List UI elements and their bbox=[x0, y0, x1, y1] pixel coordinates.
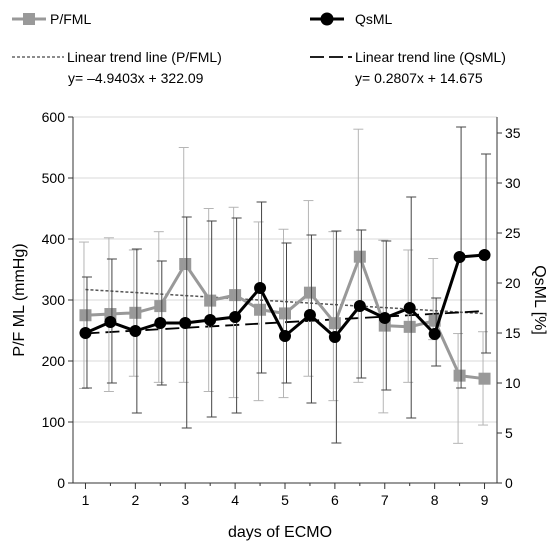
data-point-pf bbox=[478, 372, 491, 385]
data-point-qs bbox=[303, 309, 316, 321]
data-point-qs bbox=[204, 314, 217, 326]
data-point-qs bbox=[229, 311, 242, 323]
y-right-tick-label: 30 bbox=[505, 175, 521, 191]
y-left-tick-label: 0 bbox=[57, 475, 65, 491]
x-tick-label: 6 bbox=[331, 492, 339, 508]
data-point-pf bbox=[154, 300, 167, 313]
series-pf bbox=[78, 128, 491, 444]
data-point-qs bbox=[378, 312, 391, 324]
x-tick-label: 5 bbox=[281, 492, 289, 508]
data-point-pf bbox=[453, 369, 466, 382]
data-point-pf bbox=[79, 309, 92, 322]
x-tick-label: 8 bbox=[431, 492, 439, 508]
y-right-tick-label: 15 bbox=[505, 325, 521, 341]
data-point-pf bbox=[328, 317, 341, 330]
grid bbox=[73, 116, 497, 423]
data-point-qs bbox=[154, 317, 167, 329]
y-right-tick-label: 10 bbox=[505, 375, 521, 391]
data-point-pf bbox=[403, 320, 416, 333]
y-left-tick-label: 500 bbox=[42, 170, 66, 186]
legend-pf-marker bbox=[23, 13, 35, 25]
legend-qs-trend-label: Linear trend line (QsML) bbox=[355, 49, 506, 65]
legend-pf-trend-label: Linear trend line (P/FML) bbox=[67, 49, 222, 65]
data-point-qs bbox=[179, 317, 192, 329]
data-point-pf bbox=[303, 286, 316, 299]
data-point-pf bbox=[229, 289, 242, 302]
data-point-pf bbox=[204, 294, 217, 307]
data-point-qs bbox=[428, 328, 441, 340]
y-right-tick-label: 5 bbox=[505, 425, 513, 441]
data-point-qs bbox=[104, 316, 117, 328]
data-point-qs bbox=[129, 325, 142, 337]
y-right-tick-label: 20 bbox=[505, 275, 521, 291]
y-right-tick-label: 25 bbox=[505, 225, 521, 241]
y-right-tick-label: 35 bbox=[505, 125, 521, 141]
legend: P/FML QsML Linear trend line (P/FML) y= … bbox=[12, 11, 506, 86]
y-left-tick-label: 100 bbox=[42, 414, 66, 430]
x-tick-label: 4 bbox=[231, 492, 239, 508]
x-tick-label: 7 bbox=[381, 492, 389, 508]
x-tick-label: 9 bbox=[481, 492, 489, 508]
data-point-qs bbox=[403, 302, 416, 314]
x-tick-label: 1 bbox=[82, 492, 90, 508]
y-left-tick-label: 600 bbox=[42, 109, 66, 125]
data-point-qs bbox=[353, 300, 366, 312]
x-axis-title: days of ECMO bbox=[228, 524, 332, 541]
data-point-qs bbox=[79, 327, 92, 339]
data-point-qs bbox=[453, 251, 466, 263]
series-qs bbox=[79, 126, 492, 444]
series-line-qs bbox=[84, 253, 485, 339]
data-point-pf bbox=[129, 306, 142, 319]
legend-qs-equation: y= 0.2807x + 14.675 bbox=[355, 70, 483, 86]
legend-pf-label: P/FML bbox=[50, 11, 91, 27]
data-point-qs bbox=[478, 249, 491, 261]
y-left-tick-label: 200 bbox=[42, 353, 66, 369]
axes: 0 100 200 300 400 500 600 0 5 10 15 20 25 30 35 1 2 3 4 5 6 7… bbox=[42, 109, 521, 508]
data-point-qs bbox=[328, 331, 341, 343]
data-point-pf bbox=[353, 250, 366, 263]
y-left-axis-title: P/F ML (mmHg) bbox=[11, 243, 28, 356]
y-left-tick-label: 400 bbox=[42, 231, 66, 247]
y-right-tick-label: 0 bbox=[505, 475, 513, 491]
y-right-axis-title: QsML [%] bbox=[531, 265, 548, 335]
y-left-tick-label: 300 bbox=[42, 292, 66, 308]
data-point-qs bbox=[254, 282, 267, 294]
legend-qs-marker bbox=[320, 12, 334, 26]
data-point-pf bbox=[254, 303, 267, 316]
x-tick-label: 3 bbox=[181, 492, 189, 508]
legend-pf-equation: y= –4.9403x + 322.09 bbox=[68, 70, 204, 86]
legend-qs-label: QsML bbox=[355, 11, 393, 27]
x-tick-label: 2 bbox=[131, 492, 139, 508]
data-point-qs bbox=[279, 330, 291, 342]
trend-line-pf bbox=[85, 288, 485, 315]
data-point-pf bbox=[279, 307, 291, 320]
data-point-pf bbox=[179, 258, 192, 271]
